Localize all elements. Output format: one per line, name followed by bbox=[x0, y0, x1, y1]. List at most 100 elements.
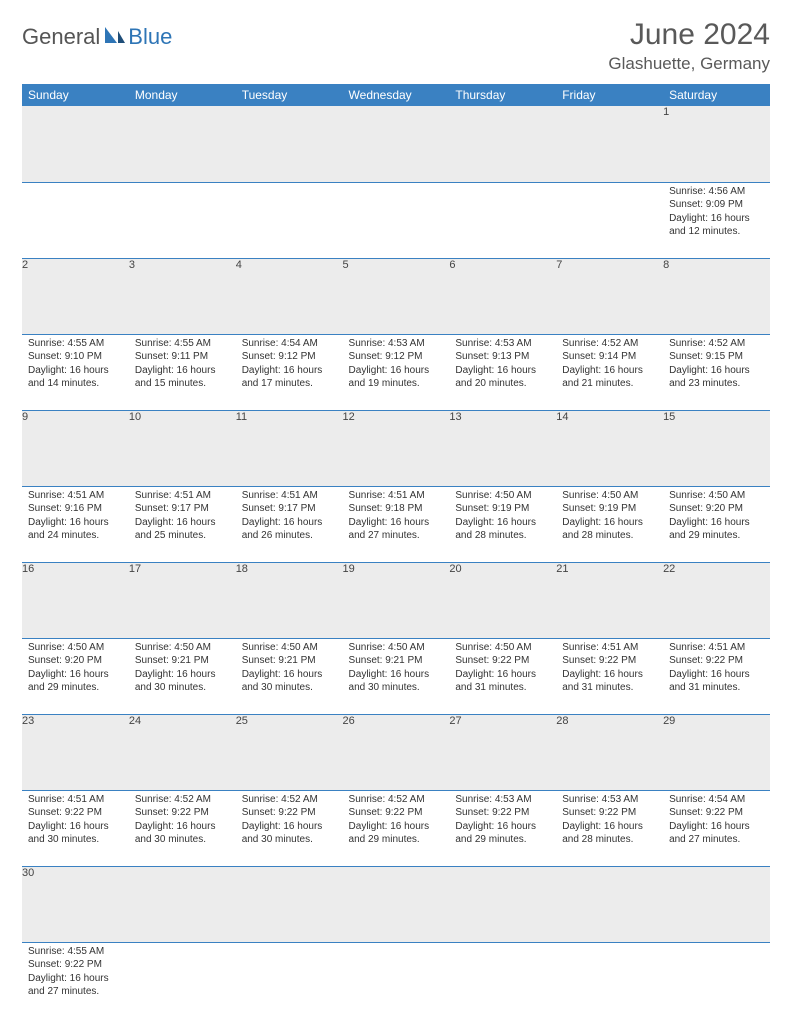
day-number: 6 bbox=[449, 258, 556, 334]
daynum-row: 2345678 bbox=[22, 258, 770, 334]
day-number: 30 bbox=[22, 866, 129, 942]
sunset-text: Sunset: 9:21 PM bbox=[135, 654, 230, 668]
daylight-text: and 29 minutes. bbox=[669, 529, 764, 543]
daynum-row: 23242526272829 bbox=[22, 714, 770, 790]
daylight-text: Daylight: 16 hours bbox=[349, 364, 444, 378]
day-cell: Sunrise: 4:50 AMSunset: 9:22 PMDaylight:… bbox=[449, 638, 556, 714]
daylight-text: and 28 minutes. bbox=[562, 833, 657, 847]
sunset-text: Sunset: 9:18 PM bbox=[349, 502, 444, 516]
sunset-text: Sunset: 9:12 PM bbox=[349, 350, 444, 364]
daylight-text: Daylight: 16 hours bbox=[242, 820, 337, 834]
sunrise-text: Sunrise: 4:54 AM bbox=[669, 793, 764, 807]
daylight-text: Daylight: 16 hours bbox=[455, 820, 550, 834]
day-cell: Sunrise: 4:53 AMSunset: 9:12 PMDaylight:… bbox=[343, 334, 450, 410]
brand-part1: General bbox=[22, 24, 100, 50]
day-cell: Sunrise: 4:50 AMSunset: 9:19 PMDaylight:… bbox=[556, 486, 663, 562]
daylight-text: and 21 minutes. bbox=[562, 377, 657, 391]
sunrise-text: Sunrise: 4:50 AM bbox=[28, 641, 123, 655]
day-number: 13 bbox=[449, 410, 556, 486]
sunrise-text: Sunrise: 4:51 AM bbox=[28, 793, 123, 807]
weekday-header: Saturday bbox=[663, 84, 770, 106]
daylight-text: Daylight: 16 hours bbox=[669, 364, 764, 378]
day-number: 10 bbox=[129, 410, 236, 486]
day-number: 25 bbox=[236, 714, 343, 790]
sunset-text: Sunset: 9:22 PM bbox=[562, 806, 657, 820]
content-row: Sunrise: 4:50 AMSunset: 9:20 PMDaylight:… bbox=[22, 638, 770, 714]
weekday-header: Sunday bbox=[22, 84, 129, 106]
day-cell: Sunrise: 4:51 AMSunset: 9:22 PMDaylight:… bbox=[22, 790, 129, 866]
sunset-text: Sunset: 9:11 PM bbox=[135, 350, 230, 364]
day-number: 8 bbox=[663, 258, 770, 334]
day-cell: Sunrise: 4:51 AMSunset: 9:22 PMDaylight:… bbox=[556, 638, 663, 714]
sunrise-text: Sunrise: 4:50 AM bbox=[135, 641, 230, 655]
day-number bbox=[22, 106, 129, 182]
day-cell: Sunrise: 4:53 AMSunset: 9:13 PMDaylight:… bbox=[449, 334, 556, 410]
day-number bbox=[343, 866, 450, 942]
daylight-text: Daylight: 16 hours bbox=[242, 364, 337, 378]
weekday-header: Tuesday bbox=[236, 84, 343, 106]
sunset-text: Sunset: 9:22 PM bbox=[455, 806, 550, 820]
daylight-text: and 28 minutes. bbox=[562, 529, 657, 543]
location-label: Glashuette, Germany bbox=[608, 54, 770, 74]
sunset-text: Sunset: 9:22 PM bbox=[28, 958, 123, 972]
day-number: 3 bbox=[129, 258, 236, 334]
weekday-header: Thursday bbox=[449, 84, 556, 106]
day-number: 14 bbox=[556, 410, 663, 486]
sunrise-text: Sunrise: 4:50 AM bbox=[455, 489, 550, 503]
brand-part2: Blue bbox=[128, 24, 172, 50]
day-number: 4 bbox=[236, 258, 343, 334]
daylight-text: Daylight: 16 hours bbox=[28, 668, 123, 682]
day-number: 19 bbox=[343, 562, 450, 638]
sunrise-text: Sunrise: 4:51 AM bbox=[562, 641, 657, 655]
day-number: 5 bbox=[343, 258, 450, 334]
sunrise-text: Sunrise: 4:52 AM bbox=[349, 793, 444, 807]
day-cell bbox=[663, 942, 770, 1018]
daylight-text: and 12 minutes. bbox=[669, 225, 764, 239]
day-cell bbox=[343, 942, 450, 1018]
daylight-text: and 29 minutes. bbox=[349, 833, 444, 847]
daylight-text: and 27 minutes. bbox=[28, 985, 123, 999]
sunset-text: Sunset: 9:22 PM bbox=[455, 654, 550, 668]
content-row: Sunrise: 4:55 AMSunset: 9:10 PMDaylight:… bbox=[22, 334, 770, 410]
day-cell bbox=[343, 182, 450, 258]
weekday-header: Friday bbox=[556, 84, 663, 106]
day-number: 26 bbox=[343, 714, 450, 790]
daylight-text: Daylight: 16 hours bbox=[242, 668, 337, 682]
sunset-text: Sunset: 9:22 PM bbox=[28, 806, 123, 820]
sunset-text: Sunset: 9:22 PM bbox=[669, 806, 764, 820]
day-number bbox=[236, 866, 343, 942]
day-number: 11 bbox=[236, 410, 343, 486]
sunset-text: Sunset: 9:22 PM bbox=[135, 806, 230, 820]
sunrise-text: Sunrise: 4:56 AM bbox=[669, 185, 764, 199]
daylight-text: and 31 minutes. bbox=[562, 681, 657, 695]
sunset-text: Sunset: 9:14 PM bbox=[562, 350, 657, 364]
daylight-text: Daylight: 16 hours bbox=[349, 668, 444, 682]
day-cell bbox=[556, 942, 663, 1018]
day-number: 29 bbox=[663, 714, 770, 790]
weekday-header: Monday bbox=[129, 84, 236, 106]
day-number: 22 bbox=[663, 562, 770, 638]
day-cell bbox=[449, 942, 556, 1018]
day-cell: Sunrise: 4:51 AMSunset: 9:22 PMDaylight:… bbox=[663, 638, 770, 714]
sunrise-text: Sunrise: 4:54 AM bbox=[242, 337, 337, 351]
day-number: 21 bbox=[556, 562, 663, 638]
day-number bbox=[556, 106, 663, 182]
day-cell bbox=[22, 182, 129, 258]
daylight-text: and 19 minutes. bbox=[349, 377, 444, 391]
daylight-text: Daylight: 16 hours bbox=[28, 820, 123, 834]
sunset-text: Sunset: 9:19 PM bbox=[455, 502, 550, 516]
day-cell: Sunrise: 4:50 AMSunset: 9:19 PMDaylight:… bbox=[449, 486, 556, 562]
daynum-row: 30 bbox=[22, 866, 770, 942]
daylight-text: Daylight: 16 hours bbox=[28, 516, 123, 530]
sunset-text: Sunset: 9:17 PM bbox=[135, 502, 230, 516]
sunset-text: Sunset: 9:15 PM bbox=[669, 350, 764, 364]
sunrise-text: Sunrise: 4:55 AM bbox=[28, 337, 123, 351]
day-cell: Sunrise: 4:50 AMSunset: 9:21 PMDaylight:… bbox=[343, 638, 450, 714]
daylight-text: Daylight: 16 hours bbox=[135, 516, 230, 530]
daylight-text: and 31 minutes. bbox=[455, 681, 550, 695]
day-cell: Sunrise: 4:51 AMSunset: 9:17 PMDaylight:… bbox=[129, 486, 236, 562]
day-number: 15 bbox=[663, 410, 770, 486]
sunset-text: Sunset: 9:20 PM bbox=[28, 654, 123, 668]
day-cell: Sunrise: 4:52 AMSunset: 9:15 PMDaylight:… bbox=[663, 334, 770, 410]
sunrise-text: Sunrise: 4:52 AM bbox=[135, 793, 230, 807]
